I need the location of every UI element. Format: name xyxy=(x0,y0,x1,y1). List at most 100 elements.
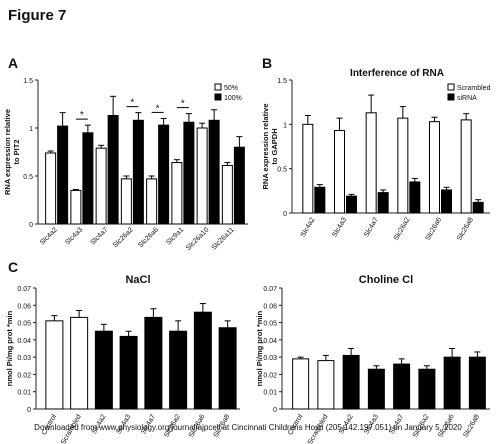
chart-b-ylabel-line-2: to GAPDH xyxy=(270,128,279,164)
chart-a-ytick-label-3: 1.5 xyxy=(23,78,33,85)
chart-b-title: Interference of RNA xyxy=(350,68,444,79)
figure-title: Figure 7 xyxy=(8,7,66,24)
chart-a-xtick-label-2: Slc4a7 xyxy=(89,226,109,246)
chart-a-bar-Slc9a1-0 xyxy=(171,162,183,225)
chart-a-bar-Slc4a3-1 xyxy=(82,132,94,225)
chart-a-legend-swatch-0 xyxy=(214,83,222,91)
chart-c1-bar-Slc26a8 xyxy=(218,327,237,410)
chart-c2-bar-Slc4a2 xyxy=(342,354,360,410)
chart-a-xtick-label-1: Slc4a3 xyxy=(64,226,84,246)
chart-b-legend-swatch-1 xyxy=(447,93,455,101)
chart-c2-ylabel-group: nmol Pi/mg prot *min xyxy=(255,310,264,386)
chart-a-ytick-label-1: 0.5 xyxy=(23,174,33,181)
chart-b-xtick-label-5: Slc26a8 xyxy=(456,216,475,241)
panel-label-a: A xyxy=(8,55,18,71)
chart-a-ylabel-line-2: to PIT2 xyxy=(12,139,21,164)
chart-a-bar-Slc9a1-1 xyxy=(183,121,195,225)
chart-a-bar-Slc26a2-1 xyxy=(132,119,144,225)
download-watermark: Downloaded from www.physiology.org/journ… xyxy=(34,423,462,432)
chart-b-bar-Slc4a3-0 xyxy=(334,130,345,214)
chart-b-bar-Slc26a2-0 xyxy=(397,117,409,214)
chart-c1-bar-Slc26a2 xyxy=(169,330,188,410)
chart-b-legend-label-1: siRNA xyxy=(457,95,477,102)
chart-a-xtick-label-0: Slc4a2 xyxy=(39,226,59,246)
chart-a-bar-Slc4a2-1 xyxy=(57,125,69,225)
chart-a-sig-star-0: * xyxy=(80,110,84,121)
chart-b-legend-swatch-0 xyxy=(447,83,455,91)
chart-b-xtick-label-1: Slc4a3 xyxy=(331,216,348,238)
chart-c1-bar-Slc4a7 xyxy=(144,316,163,410)
chart-a-legend-label-0: 50% xyxy=(224,85,238,92)
chart-a-xtick-label-5: Slc9a1 xyxy=(165,226,185,246)
chart-a-sig-star-2: * xyxy=(156,103,160,114)
chart-b-ytick-label-3: 1.5 xyxy=(277,78,287,85)
chart-a-xtick-label-4: Slc26a6 xyxy=(137,226,160,249)
panel-label-c: C xyxy=(8,259,18,275)
chart-c1-ytick-label-4: 0.04 xyxy=(17,338,31,345)
chart-b-xtick-label-0: Slc4a2 xyxy=(300,216,317,238)
chart-c2-ylabel: nmol Pi/mg prot *min xyxy=(255,310,264,386)
chart-b-bar-Slc26a8-0 xyxy=(460,119,472,214)
chart-c2-ytick-label-3: 0.03 xyxy=(263,355,277,362)
chart-a-xtick-label-3: Slc26a2 xyxy=(112,226,135,249)
chart-a-bar-Slc4a2-0 xyxy=(45,152,57,225)
chart-b-xtick-label-4: Slc26a6 xyxy=(425,216,444,241)
chart-c1-bar-Scrambled xyxy=(70,316,89,410)
chart-c2-ytick-label-5: 0.05 xyxy=(263,321,277,328)
chart-b-ylabel-line-1: RNA expression relative xyxy=(261,103,270,189)
chart-b-bar-Slc26a6-0 xyxy=(429,121,440,214)
chart-c1-ytick-label-5: 0.05 xyxy=(17,321,31,328)
chart-b-bar-Slc4a2-1 xyxy=(314,186,326,214)
chart-a-bar-Slc4a7-1 xyxy=(107,115,119,225)
chart-a-legend-swatch-1 xyxy=(214,93,222,101)
chart-c1-ytick-label-3: 0.03 xyxy=(17,355,31,362)
chart-a-legend-label-1: 100% xyxy=(224,95,242,102)
chart-c1-ytick-label-1: 0.01 xyxy=(17,390,31,397)
chart-c2-bar-Slc4a3 xyxy=(367,368,385,410)
chart-c2-bar-Control xyxy=(292,358,310,410)
chart-c1-bar-Slc4a3 xyxy=(119,335,138,410)
chart-c1-ytick-label-6: 0.06 xyxy=(17,303,31,310)
chart-b-xtick-label-2: Slc4a7 xyxy=(363,216,380,238)
chart-a-ylabel-line-1: RNA expression relative xyxy=(3,109,12,195)
chart-c1-bar-Slc26a6 xyxy=(193,311,212,410)
chart-c2-ytick-label-6: 0.06 xyxy=(263,303,277,310)
chart-a-bar-Slc26a6-0 xyxy=(146,178,158,225)
chart-b-bar-Slc4a7-0 xyxy=(365,112,377,214)
chart-c1-ylabel-group: nmol Pi/mg prot *min xyxy=(5,310,14,386)
chart-b-ytick-label-2: 1 xyxy=(283,122,287,129)
chart-a-bar-Slc26a2-0 xyxy=(120,178,132,225)
chart-a-bar-Slc26a10-0 xyxy=(196,127,208,225)
chart-c2-ytick-label-1: 0.01 xyxy=(263,390,277,397)
chart-a-bar-Slc4a3-0 xyxy=(70,189,82,225)
chart-b-bar-Slc26a8-1 xyxy=(472,201,484,214)
chart-b-bar-Slc4a2-0 xyxy=(302,123,314,214)
chart-a-xtick-label-7: Slc26a11 xyxy=(211,226,236,251)
chart-c2-ytick-label-4: 0.04 xyxy=(263,338,277,345)
chart-b-bar-Slc4a7-1 xyxy=(377,192,389,214)
chart-a-ylabel-group: RNA expression relative to PIT2 xyxy=(3,109,21,195)
panel-label-b: B xyxy=(262,55,272,71)
chart-c1-ylabel: nmol Pi/mg prot *min xyxy=(5,310,14,386)
chart-b-ytick-label-0: 0 xyxy=(283,211,287,218)
chart-b-bar-Slc4a3-1 xyxy=(346,195,357,214)
chart-a-bar-Slc26a6-1 xyxy=(158,124,170,225)
chart-a-xtick-label-6: Slc26a10 xyxy=(185,226,211,252)
chart-c2-title: Choline Cl xyxy=(359,274,413,286)
chart-c1-ytick-label-0: 0 xyxy=(27,407,31,414)
chart-c2-bar-Slc26a6 xyxy=(443,356,461,410)
chart-a-sig-star-3: * xyxy=(181,99,185,110)
chart-b-bar-Slc26a2-1 xyxy=(409,181,421,214)
chart-c1-ytick-label-7: 0.07 xyxy=(17,286,31,293)
chart-c1-ytick-label-2: 0.02 xyxy=(17,372,31,379)
chart-a-sig-star-1: * xyxy=(130,98,134,109)
chart-c2-ytick-label-0: 0 xyxy=(273,407,277,414)
chart-b-bar-Slc26a6-1 xyxy=(441,189,452,214)
chart-a-bar-Slc26a11-0 xyxy=(221,164,233,225)
chart-c1-bar-Control xyxy=(45,320,64,410)
chart-c2-bar-Slc26a8 xyxy=(468,356,486,410)
chart-a-ytick-label-0: 0 xyxy=(29,222,33,229)
